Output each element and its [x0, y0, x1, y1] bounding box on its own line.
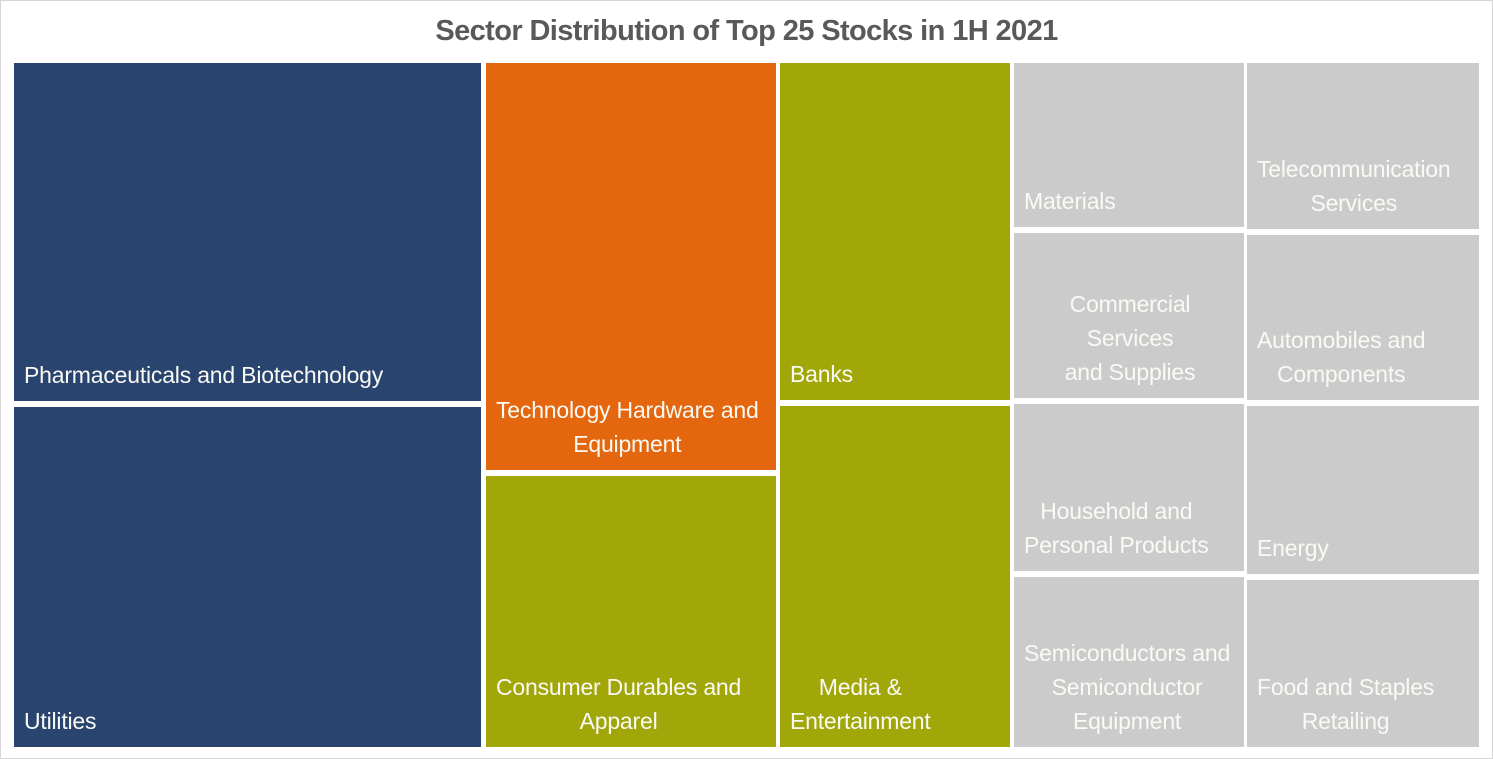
treemap-tile-media-entertainment[interactable]: Media & Entertainment — [780, 406, 1010, 747]
treemap-tile-commercial-services-and-supplies[interactable]: Commercial Services and Supplies — [1014, 233, 1244, 398]
tile-label-utilities: Utilities — [24, 708, 97, 734]
tile-label-materials: Materials — [1024, 188, 1116, 214]
tile-label-telecommunication-services: Telecommunication Services — [1257, 156, 1451, 216]
tile-label-household-and-personal-products: Household and Personal Products — [1024, 498, 1209, 558]
tile-label-automobiles-and-components: Automobiles and Components — [1257, 327, 1426, 387]
treemap-tile-food-and-staples-retailing[interactable]: Food and Staples Retailing — [1247, 580, 1479, 747]
treemap-tile-banks[interactable]: Banks — [780, 63, 1010, 400]
tile-label-pharmaceuticals-and-biotechnology: Pharmaceuticals and Biotechnology — [24, 362, 384, 388]
treemap-tile-telecommunication-services[interactable]: Telecommunication Services — [1247, 63, 1479, 229]
tile-label-energy: Energy — [1257, 535, 1329, 561]
treemap-tile-automobiles-and-components[interactable]: Automobiles and Components — [1247, 235, 1479, 400]
treemap-tile-semiconductors-and-semiconductor-equipment[interactable]: Semiconductors and Semiconductor Equipme… — [1014, 577, 1244, 747]
treemap-tile-technology-hardware-and-equipment[interactable]: Technology Hardware and Equipment — [486, 63, 776, 470]
tile-label-consumer-durables-and-apparel: Consumer Durables and Apparel — [496, 674, 742, 734]
treemap-tile-household-and-personal-products[interactable]: Household and Personal Products — [1014, 404, 1244, 571]
treemap-tile-consumer-durables-and-apparel[interactable]: Consumer Durables and Apparel — [486, 476, 776, 747]
tile-label-banks: Banks — [790, 361, 853, 387]
treemap-tile-materials[interactable]: Materials — [1014, 63, 1244, 227]
treemap-tile-pharmaceuticals-and-biotechnology[interactable]: Pharmaceuticals and Biotechnology — [14, 63, 481, 401]
tile-label-food-and-staples-retailing: Food and Staples Retailing — [1257, 674, 1435, 734]
treemap-tile-energy[interactable]: Energy — [1247, 406, 1479, 574]
tile-label-technology-hardware-and-equipment: Technology Hardware and Equipment — [496, 397, 759, 457]
tile-label-semiconductors-and-semiconductor-equipment: Semiconductors and Semiconductor Equipme… — [1024, 640, 1231, 734]
chart-title: Sector Distribution of Top 25 Stocks in … — [435, 14, 1058, 47]
treemap-tile-utilities[interactable]: Utilities — [14, 407, 481, 747]
treemap: Pharmaceuticals and Biotechnology Utiliti… — [14, 63, 1479, 747]
tile-label-media-entertainment: Media & Entertainment — [790, 674, 931, 734]
tile-label-commercial-services-and-supplies: Commercial Services and Supplies — [1064, 291, 1196, 385]
